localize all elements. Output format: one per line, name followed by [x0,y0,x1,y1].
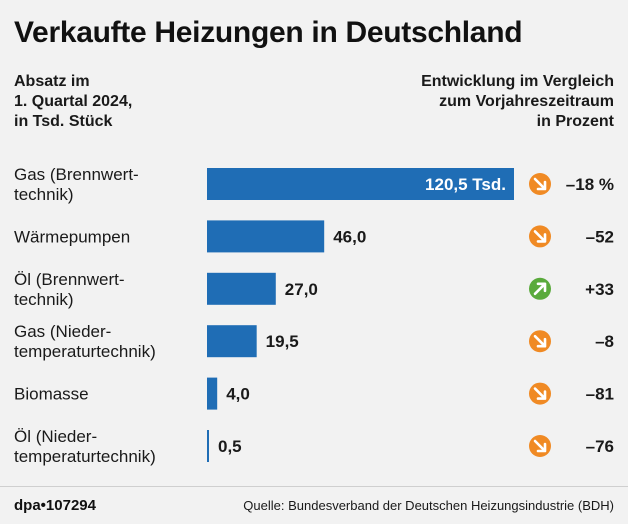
category-label: Wärmepumpen [14,227,130,246]
change-arrow [533,282,547,296]
change-label: –52 [586,227,614,246]
change-label: –8 [595,332,614,351]
bar [207,325,257,358]
value-label: 4,0 [226,385,250,404]
bar [207,430,209,462]
change-arrow [533,439,547,453]
category-label: Biomasse [14,385,89,404]
source-note: Quelle: Bundesverband der Deutschen Heiz… [243,498,614,513]
change-arrow [533,334,547,348]
subtitle-sales: Absatz im 1. Quartal 2024, in Tsd. Stück [14,73,133,130]
change-arrow [533,230,547,243]
change-arrow [533,177,547,191]
value-label: 120,5 Tsd. [425,175,506,194]
chart-title: Verkaufte Heizungen in Deutschland [14,16,523,49]
dpa-brand: dpa•107294 [14,497,96,514]
subtitle-change: Entwicklung im Vergleich zum Vorjahresze… [421,73,614,130]
change-label: –76 [586,437,614,456]
change-label: +33 [585,280,614,299]
bar [207,272,276,305]
footer-divider [0,486,628,487]
bar [207,377,218,410]
value-label: 19,5 [266,332,299,351]
change-arrow [533,387,547,400]
category-label: Öl (Brennwert-technik) [14,270,125,309]
value-label: 46,0 [333,227,366,246]
category-label: Gas (Nieder-temperaturtechnik) [14,322,156,361]
change-label: –18 % [566,175,614,194]
category-label: Öl (Nieder-temperaturtechnik) [14,427,156,466]
bar [207,168,514,200]
bar [207,220,325,253]
value-label: 27,0 [285,280,318,299]
category-label: Gas (Brennwert-technik) [14,165,139,204]
bar-chart: Gas (Brennwert-technik) 120,5 Tsd. –18 % Wä… [14,165,614,466]
value-label: 0,5 [218,437,242,456]
change-label: –81 [586,385,614,404]
